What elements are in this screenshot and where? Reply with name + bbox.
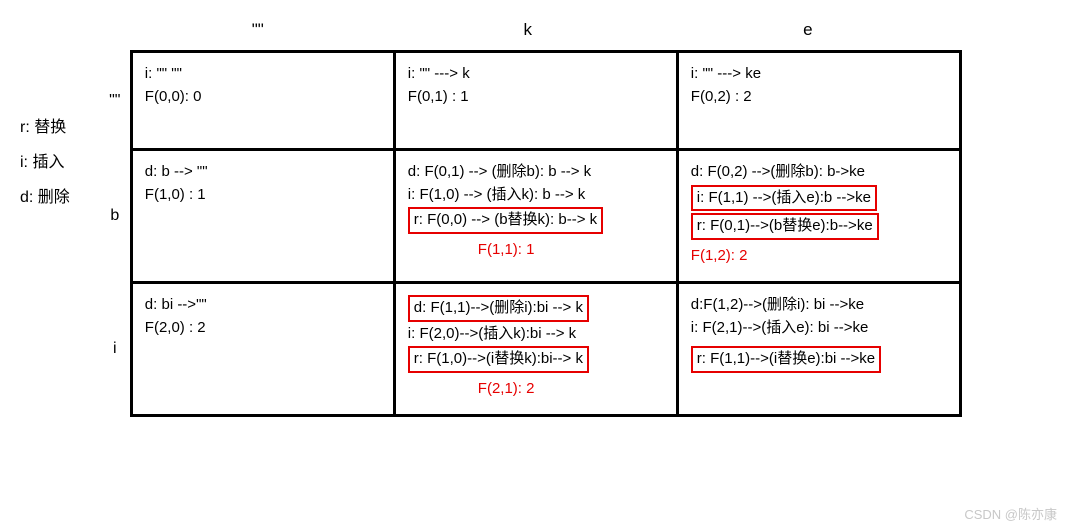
cell-2-1: d: F(1,1)-->(删除i):bi --> k i: F(2,0)-->(… bbox=[394, 283, 677, 416]
cell-line: F(0,1) : 1 bbox=[408, 86, 664, 109]
cell-line: F(2,0) : 2 bbox=[145, 317, 381, 340]
grid-area: "" k e "" i: "" "" F(0,0): 0 i: "" ---> … bbox=[100, 20, 962, 417]
cell-result: F(2,1): 2 bbox=[408, 378, 664, 401]
col-header-k: k bbox=[388, 20, 668, 50]
cell-r-boxed: r: F(0,1)-->(b替换e):b-->ke bbox=[691, 213, 879, 240]
col-headers: "" k e bbox=[128, 20, 962, 50]
cell-i-boxed: i: F(1,1) -->(插入e):b -->ke bbox=[691, 185, 877, 212]
cell-line: F(1,0) : 1 bbox=[145, 184, 381, 207]
col-header-empty: "" bbox=[128, 20, 388, 50]
dp-table: "" i: "" "" F(0,0): 0 i: "" ---> k F(0,1… bbox=[100, 50, 962, 417]
legend-d: d: 删除 bbox=[20, 180, 70, 215]
col-header-e: e bbox=[668, 20, 948, 50]
cell-line: F(0,2) : 2 bbox=[691, 86, 947, 109]
cell-d: d: F(0,1) --> (删除b): b --> k bbox=[408, 161, 664, 184]
table-row: b d: b --> "" F(1,0) : 1 d: F(0,1) --> (… bbox=[100, 150, 961, 283]
cell-result: F(1,2): 2 bbox=[691, 245, 947, 268]
row-header-empty: "" bbox=[100, 52, 132, 150]
cell-result: F(1,1): 1 bbox=[408, 239, 664, 262]
cell-i: i: F(2,0)-->(插入k):bi --> k bbox=[408, 323, 664, 346]
main-wrapper: r: 替换 i: 插入 d: 删除 "" k e "" i: "" "" F(0… bbox=[20, 20, 1049, 417]
cell-line: d: bi -->"" bbox=[145, 294, 381, 317]
cell-2-0: d: bi -->"" F(2,0) : 2 bbox=[131, 283, 394, 416]
cell-i: i: F(1,0) --> (插入k): b --> k bbox=[408, 184, 664, 207]
cell-i: i: F(2,1)-->(插入e): bi -->ke bbox=[691, 317, 947, 340]
cell-d: d: F(0,2) -->(删除b): b->ke bbox=[691, 161, 947, 184]
cell-d-boxed: d: F(1,1)-->(删除i):bi --> k bbox=[408, 295, 589, 322]
cell-0-0: i: "" "" F(0,0): 0 bbox=[131, 52, 394, 150]
cell-line: F(0,0): 0 bbox=[145, 86, 381, 109]
cell-r-boxed: r: F(1,1)-->(i替换e):bi -->ke bbox=[691, 346, 881, 373]
cell-line: d: b --> "" bbox=[145, 161, 381, 184]
table-row: i d: bi -->"" F(2,0) : 2 d: F(1,1)-->(删除… bbox=[100, 283, 961, 416]
table-row: "" i: "" "" F(0,0): 0 i: "" ---> k F(0,1… bbox=[100, 52, 961, 150]
cell-line: i: "" ---> k bbox=[408, 63, 664, 86]
cell-r-boxed: r: F(0,0) --> (b替换k): b--> k bbox=[408, 207, 603, 234]
cell-d: d:F(1,2)-->(删除i): bi -->ke bbox=[691, 294, 947, 317]
cell-0-2: i: "" ---> ke F(0,2) : 2 bbox=[677, 52, 960, 150]
cell-line: i: "" ---> ke bbox=[691, 63, 947, 86]
cell-1-1: d: F(0,1) --> (删除b): b --> k i: F(1,0) -… bbox=[394, 150, 677, 283]
cell-r-boxed: r: F(1,0)-->(i替换k):bi--> k bbox=[408, 346, 589, 373]
legend: r: 替换 i: 插入 d: 删除 bbox=[20, 20, 70, 216]
cell-1-0: d: b --> "" F(1,0) : 1 bbox=[131, 150, 394, 283]
cell-line: i: "" "" bbox=[145, 63, 381, 86]
row-header-b: b bbox=[100, 150, 132, 283]
row-header-i: i bbox=[100, 283, 132, 416]
legend-r: r: 替换 bbox=[20, 110, 70, 145]
legend-i: i: 插入 bbox=[20, 145, 70, 180]
watermark: CSDN @陈亦康 bbox=[964, 504, 1057, 523]
cell-0-1: i: "" ---> k F(0,1) : 1 bbox=[394, 52, 677, 150]
cell-2-2: d:F(1,2)-->(删除i): bi -->ke i: F(2,1)-->(… bbox=[677, 283, 960, 416]
cell-1-2: d: F(0,2) -->(删除b): b->ke i: F(1,1) -->(… bbox=[677, 150, 960, 283]
